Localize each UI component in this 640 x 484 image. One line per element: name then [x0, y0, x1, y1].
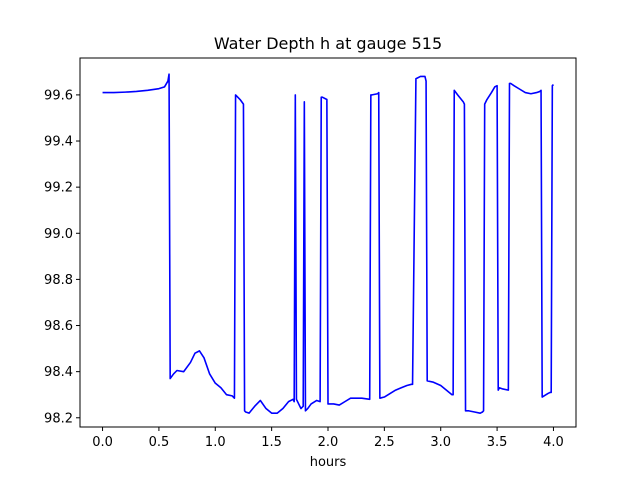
y-tick-label: 99.4 — [44, 135, 73, 150]
x-tick-label: 2.5 — [374, 435, 395, 450]
x-tick-label: 1.5 — [261, 435, 282, 450]
y-tick-label: 98.8 — [44, 273, 73, 288]
y-tick-label: 98.4 — [44, 365, 73, 380]
y-tick-label: 98.6 — [44, 319, 73, 334]
x-tick-label: 0.5 — [149, 435, 170, 450]
y-tick-label: 99.0 — [44, 227, 73, 242]
x-tick-label: 3.0 — [430, 435, 451, 450]
y-tick-label: 99.2 — [44, 181, 73, 196]
y-tick-label: 99.6 — [44, 88, 73, 103]
series-line-0 — [102, 73, 555, 414]
y-tick-label: 98.2 — [44, 411, 73, 426]
x-tick-label: 0.0 — [92, 435, 113, 450]
x-tick-label: 1.0 — [205, 435, 226, 450]
chart-title: Water Depth h at gauge 515 — [214, 34, 442, 53]
x-axis-label: hours — [310, 455, 347, 470]
x-tick-label: 3.5 — [487, 435, 508, 450]
x-tick-label: 4.0 — [543, 435, 564, 450]
x-tick-label: 2.0 — [318, 435, 339, 450]
